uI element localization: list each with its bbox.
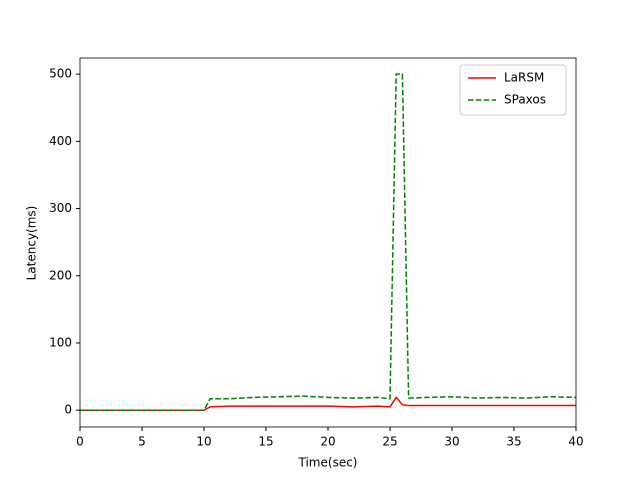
y-tick-label: 400	[49, 134, 72, 148]
legend-label: SPaxos	[504, 93, 546, 107]
x-tick-label: 30	[444, 435, 459, 449]
x-axis-label: Time(sec)	[298, 456, 358, 470]
y-tick-label: 500	[49, 67, 72, 81]
x-tick-label: 5	[138, 435, 146, 449]
x-tick-label: 0	[76, 435, 84, 449]
y-tick-label: 100	[49, 335, 72, 349]
x-tick-label: 15	[258, 435, 273, 449]
x-tick-label: 10	[196, 435, 211, 449]
y-axis-label: Latency(ms)	[25, 206, 39, 281]
x-tick-label: 25	[382, 435, 397, 449]
series-line	[80, 396, 576, 411]
series-line	[80, 73, 576, 411]
x-tick-label: 40	[568, 435, 583, 449]
y-tick-label: 300	[49, 201, 72, 215]
plot-frame	[79, 57, 577, 428]
x-tick-label: 20	[320, 435, 335, 449]
y-tick-label: 0	[64, 403, 72, 417]
y-tick-label: 200	[49, 268, 72, 282]
legend-label: LaRSM	[504, 71, 544, 85]
x-tick-label: 35	[506, 435, 521, 449]
